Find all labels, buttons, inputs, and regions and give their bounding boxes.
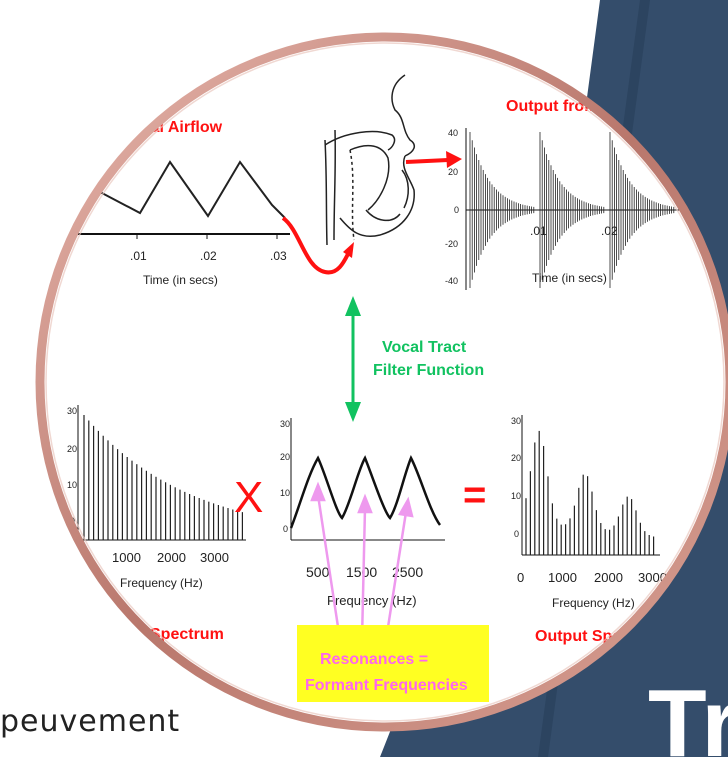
filter-y-tick: 20 <box>280 452 290 462</box>
filter-x-tick: 500 <box>306 564 330 580</box>
output-waveform <box>469 132 675 288</box>
output-y-tick: -40 <box>445 276 458 286</box>
speech-diagram: ttal Airflow .01 .02 .03 Time (in secs) <box>60 74 700 702</box>
output-x-title: Time (in secs) <box>532 271 607 285</box>
output-y-tick: 40 <box>448 128 458 138</box>
filter-response-curve <box>289 455 442 529</box>
filter-x-tick: 1500 <box>346 564 377 580</box>
glottal-tick-label: .01 <box>130 249 147 263</box>
output-y-tick: 0 <box>454 205 459 215</box>
filter-x-tick: 2500 <box>392 564 423 580</box>
source-spectrum-label: Spectrum <box>150 626 224 643</box>
source-x-tick: 1000 <box>112 550 141 565</box>
output-x-tick: .02 <box>601 224 618 238</box>
source-spectrum-bars <box>83 415 243 540</box>
multiply-sign: X <box>234 473 263 522</box>
filter-arrow-head-down <box>345 402 361 422</box>
slide-title-fragment: Tr <box>648 670 728 777</box>
slide-body-text: peuvement <box>0 704 181 739</box>
filter-arrow-head-up <box>345 296 361 316</box>
vocal-tract-label: Vocal Tract <box>382 339 467 356</box>
filter-x-title: Frequency (Hz) <box>327 593 417 608</box>
source-x-tick: 2000 <box>157 550 186 565</box>
filter-function-label: Filter Function <box>373 362 484 379</box>
glottal-arrow-head <box>343 242 354 258</box>
image-circle-ring <box>35 32 728 732</box>
source-y-tick: 20 <box>67 444 77 454</box>
source-x-title: Frequency (Hz) <box>120 576 203 590</box>
filter-y-tick: 10 <box>280 488 290 498</box>
glottal-tick-label: .02 <box>200 249 217 263</box>
image-circle-ring-inner <box>45 42 725 722</box>
glottal-tick-label: .03 <box>270 249 287 263</box>
outspec-x-tick: 0 <box>517 570 524 585</box>
resonance-box <box>297 625 489 702</box>
output-y-tick: 20 <box>448 167 458 177</box>
resonance-arrows <box>310 481 414 641</box>
lips-to-output-arrow <box>405 158 449 164</box>
glottal-waveform <box>99 160 286 219</box>
resonance-label: Resonances = <box>320 651 428 668</box>
outspec-y-tick: 10 <box>511 491 521 501</box>
output-x-tick: .01 <box>530 224 547 238</box>
outspec-y-tick: 0 <box>514 529 519 539</box>
source-y-tick: 30 <box>67 406 77 416</box>
filter-y-tick: 30 <box>280 419 290 429</box>
equals-sign: = <box>463 473 486 517</box>
filter-y-tick: 0 <box>283 524 288 534</box>
source-x-tick: 3000 <box>200 550 229 565</box>
outspec-y-tick: 20 <box>511 453 521 463</box>
output-spectrum-bars <box>525 430 655 555</box>
outspec-y-tick: 30 <box>511 416 521 426</box>
output-y-tick: -20 <box>445 239 458 249</box>
glottal-to-tract-arrow <box>281 216 351 275</box>
outspec-x-tick: 2000 <box>594 570 623 585</box>
lips-arrow-head <box>446 151 462 168</box>
glottal-x-title: Time (in secs) <box>143 273 218 287</box>
vocal-tract-sketch <box>324 74 416 246</box>
slide-canvas: ttal Airflow .01 .02 .03 Time (in secs) <box>35 0 728 757</box>
outspec-x-tick: 1000 <box>548 570 577 585</box>
formant-frequencies-label: Formant Frequencies <box>305 677 468 694</box>
outspec-x-title: Frequency (Hz) <box>552 596 635 610</box>
source-y-tick: 10 <box>67 480 77 490</box>
